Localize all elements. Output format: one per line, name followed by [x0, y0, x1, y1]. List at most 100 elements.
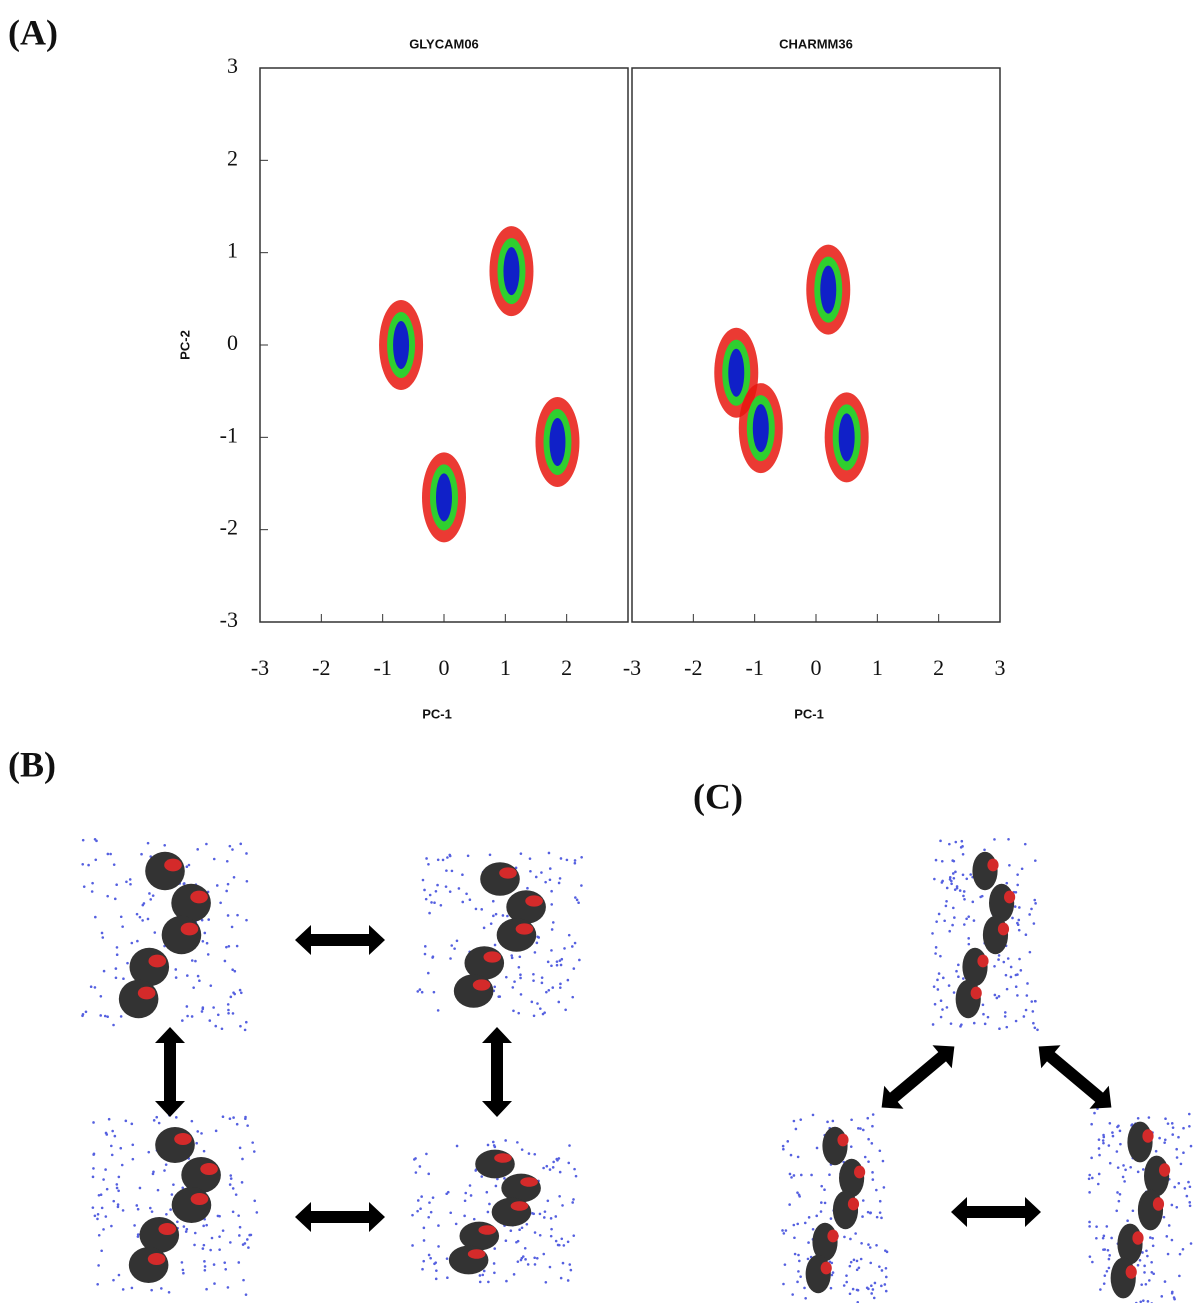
atom-dot: [151, 1172, 155, 1176]
atom-dot: [1036, 1028, 1039, 1032]
atom-dot: [81, 1012, 85, 1016]
atom-dot: [963, 923, 966, 926]
atom-dot: [1004, 973, 1008, 977]
atom-dot: [1106, 1248, 1110, 1252]
atom-dot: [205, 842, 208, 846]
plot-frame: [631, 67, 1001, 623]
atom-dot: [202, 1243, 206, 1247]
atom-dot: [1146, 1300, 1150, 1303]
oxygen-blob: [190, 890, 208, 904]
atom-dot: [1013, 905, 1017, 908]
atom-dot: [1023, 842, 1027, 846]
atom-dot: [241, 1157, 244, 1161]
atom-dot: [104, 1215, 108, 1218]
atom-dot: [243, 1242, 247, 1245]
atom-dot: [1171, 1133, 1175, 1136]
atom-dot: [1143, 1271, 1146, 1274]
atom-dot: [983, 1022, 987, 1026]
atom-dot: [117, 1189, 120, 1193]
ring-blob: [145, 851, 185, 891]
atom-dot: [573, 1167, 576, 1171]
atom-dot: [463, 1214, 466, 1218]
atom-dot: [954, 840, 958, 844]
atom-dot: [114, 976, 118, 980]
atom-dot: [936, 978, 939, 982]
atom-dot: [871, 1171, 874, 1174]
atom-dot: [1181, 1247, 1185, 1251]
atom-dot: [468, 898, 472, 902]
atom-dot: [1154, 1149, 1158, 1153]
atom-dot: [862, 1128, 865, 1132]
atom-dot: [559, 986, 562, 989]
oxygen-blob: [148, 954, 167, 968]
atom-dot: [246, 1124, 249, 1127]
atom-dot: [1088, 1225, 1091, 1228]
x-axis-label: PC-1: [794, 706, 824, 721]
atom-dot: [1188, 1185, 1192, 1189]
atom-dot: [931, 932, 934, 935]
x-tick-label: 2: [933, 655, 944, 680]
atom-dot: [437, 1224, 440, 1227]
atom-dot: [881, 1159, 885, 1163]
atom-dot: [107, 1117, 111, 1121]
atom-dot: [202, 1149, 206, 1153]
oxygen-blob: [494, 1153, 512, 1163]
atom-dot: [1025, 994, 1029, 997]
atom-dot: [196, 848, 199, 851]
atom-dot: [781, 1144, 785, 1148]
atom-dot: [504, 1139, 507, 1142]
atom-dot: [236, 913, 239, 917]
atom-dot: [868, 1246, 872, 1249]
atom-dot: [112, 1199, 116, 1203]
atom-dot: [932, 985, 936, 988]
atom-dot: [997, 954, 1001, 957]
atom-dot: [190, 959, 194, 962]
atom-dot: [842, 1284, 846, 1287]
atom-dot: [1172, 1296, 1176, 1299]
atom-dot: [429, 1210, 433, 1214]
atom-dot: [791, 1293, 794, 1296]
atom-dot: [796, 1191, 799, 1194]
atom-dot: [1115, 1150, 1119, 1153]
y-tick-label: 2: [227, 145, 238, 170]
atom-dot: [1163, 1138, 1167, 1142]
oxygen-blob: [467, 1249, 486, 1259]
atom-dot: [489, 922, 493, 925]
atom-dot: [967, 915, 971, 918]
atom-dot: [958, 889, 962, 892]
atom-dot: [113, 1134, 117, 1138]
atom-dot: [569, 1268, 573, 1272]
atom-dot: [997, 995, 1001, 998]
atom-dot: [121, 925, 124, 928]
atom-dot: [1032, 1021, 1035, 1025]
atom-dot: [493, 943, 497, 947]
atom-dot: [867, 1243, 870, 1246]
atom-dot: [422, 1239, 426, 1242]
atom-dot: [1141, 1251, 1144, 1254]
atom-dot: [540, 871, 543, 874]
atom-dot: [181, 1186, 185, 1190]
molecule-snapshot: [1087, 1107, 1193, 1303]
atom-dot: [203, 1260, 206, 1263]
atom-dot: [782, 1282, 785, 1286]
atom-dot: [411, 1244, 414, 1247]
atom-dot: [803, 1286, 806, 1290]
atom-dot: [516, 1141, 519, 1144]
atom-dot: [169, 1208, 172, 1211]
atom-dot: [1018, 957, 1021, 961]
atom-dot: [92, 1167, 95, 1170]
atom-dot: [226, 914, 230, 917]
atom-dot: [428, 911, 431, 915]
atom-dot: [572, 967, 576, 970]
atom-dot: [235, 1122, 239, 1126]
atom-dot: [533, 1263, 537, 1266]
atom-dot: [1108, 1161, 1112, 1165]
atom-dot: [218, 1248, 221, 1251]
atom-dot: [435, 1269, 438, 1272]
atom-dot: [112, 1023, 115, 1027]
y-tick-label: -2: [220, 515, 238, 540]
atom-dot: [131, 1157, 135, 1161]
atom-dot: [245, 879, 249, 883]
atom-dot: [488, 1202, 491, 1206]
atom-dot: [940, 881, 944, 884]
